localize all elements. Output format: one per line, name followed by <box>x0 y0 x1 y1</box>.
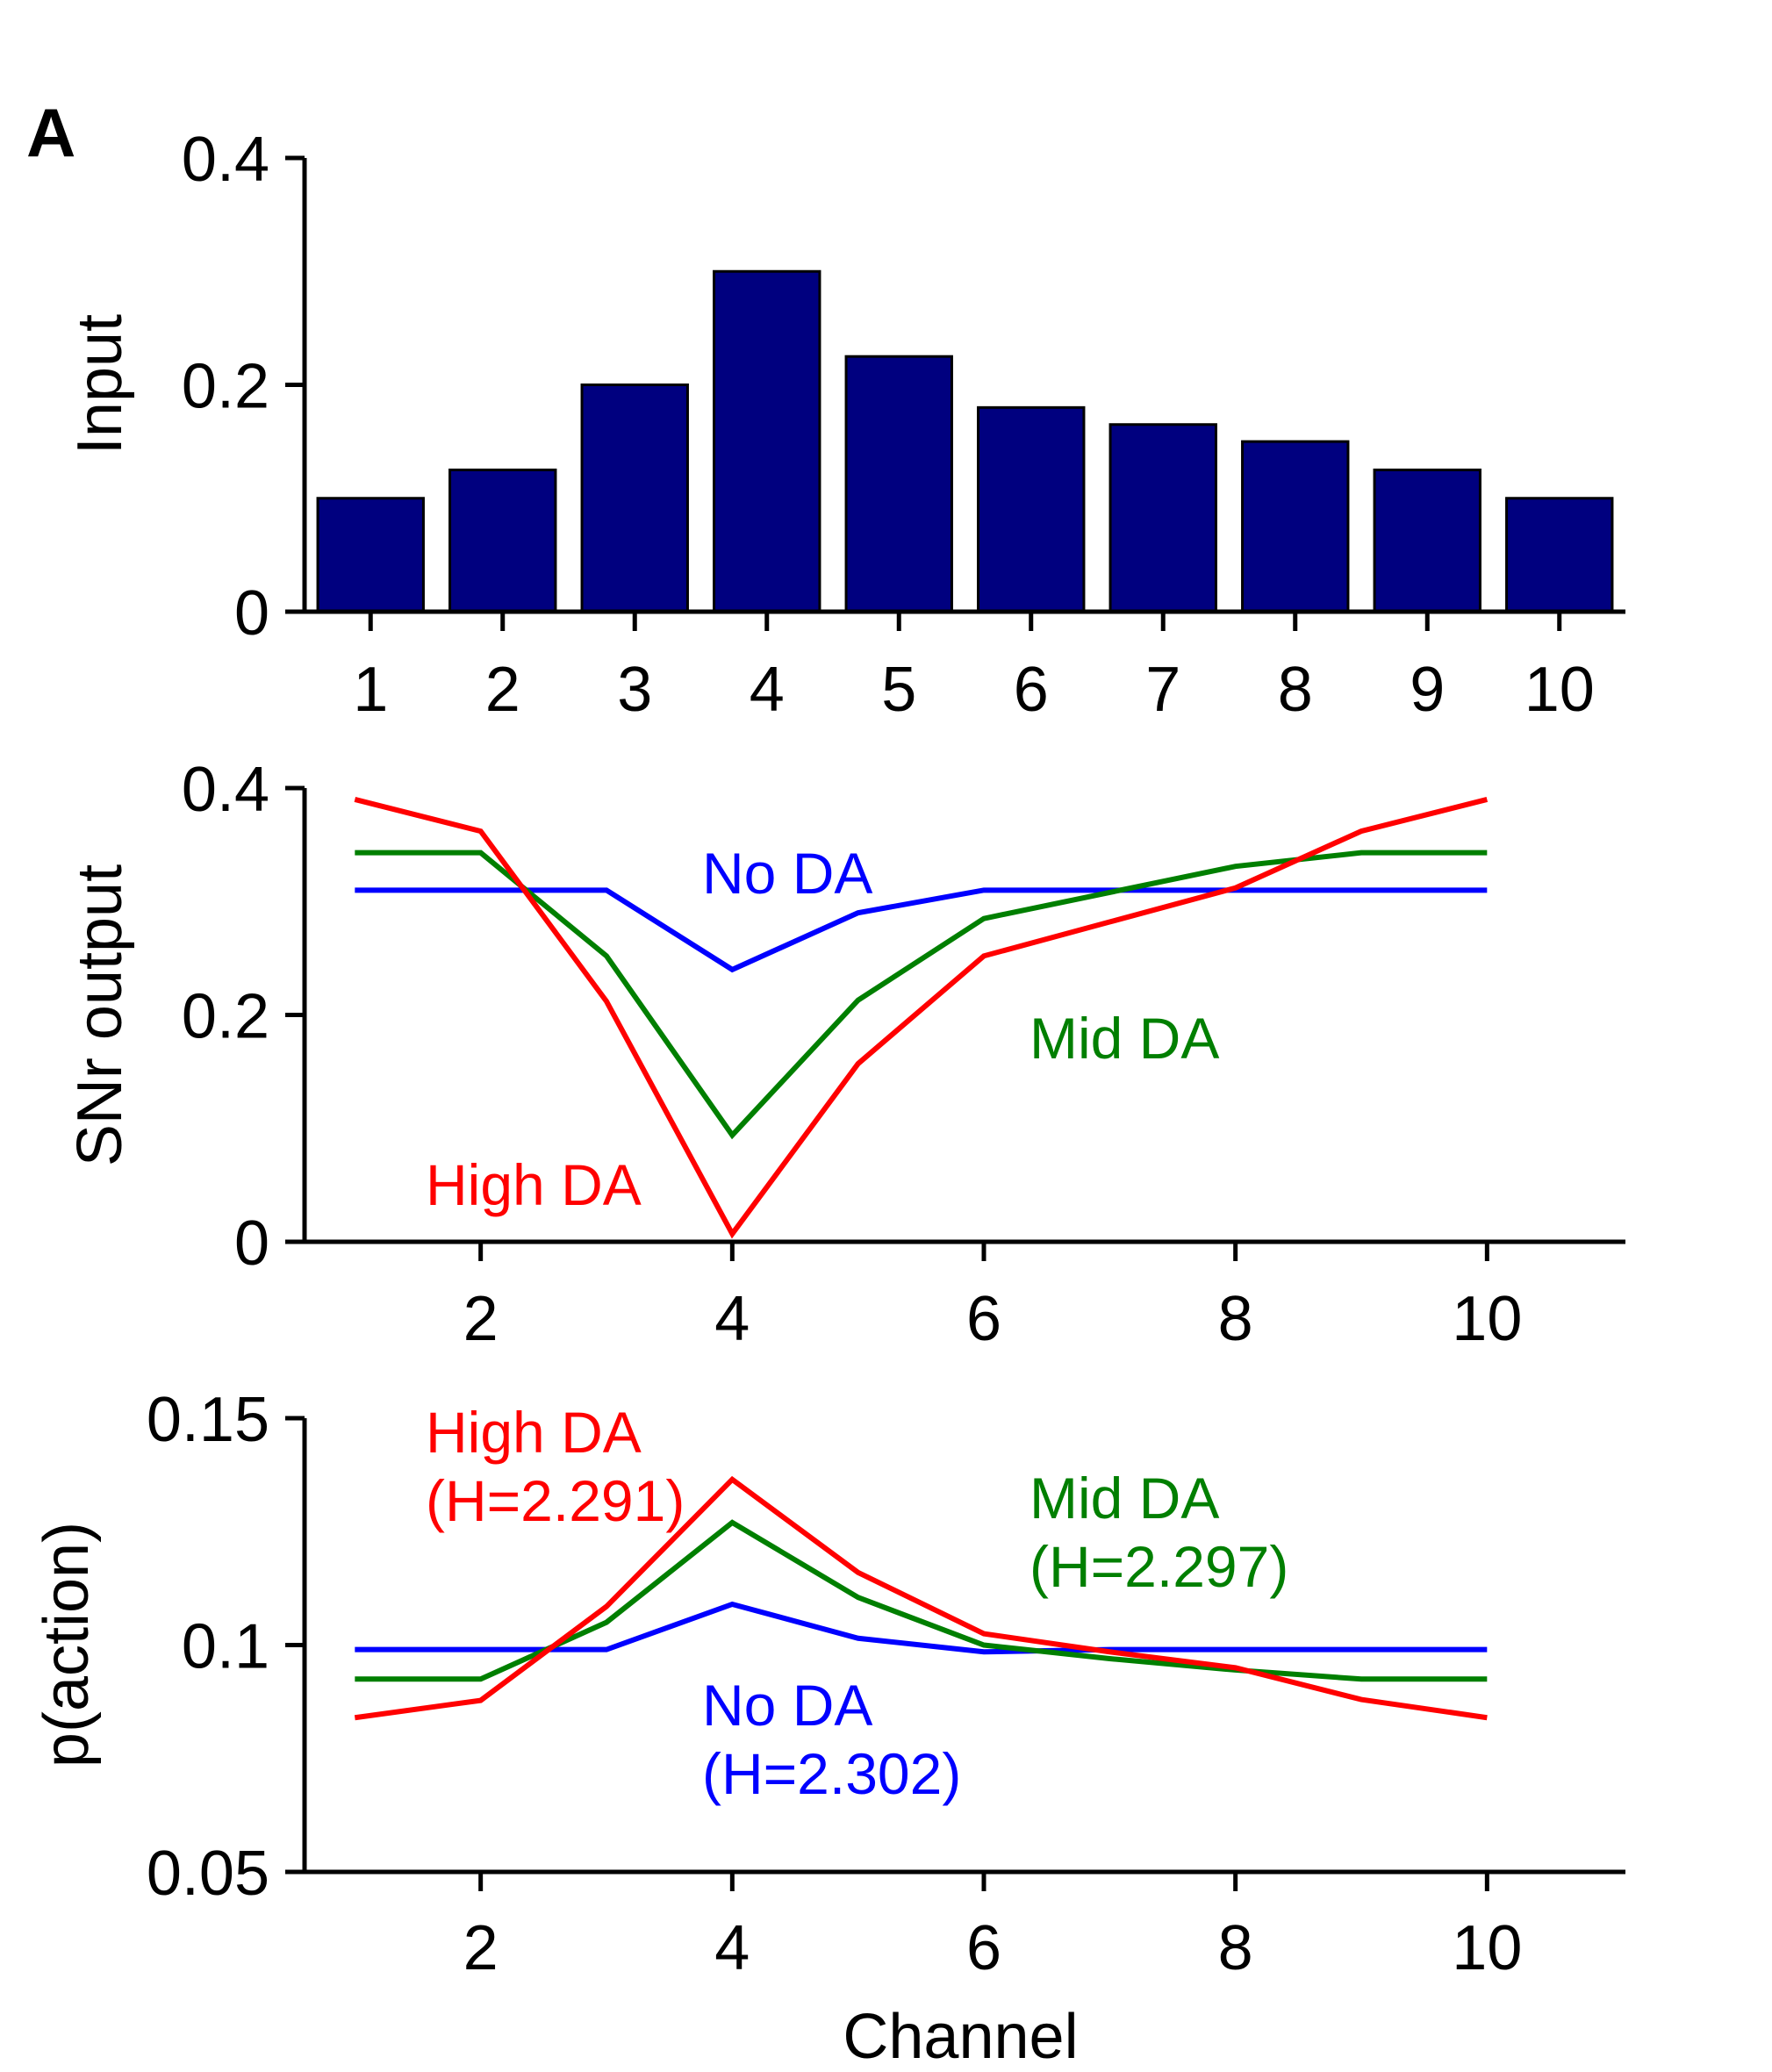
y-tick-label: 0.15 <box>147 1385 269 1455</box>
x-tick-label: 10 <box>1452 1284 1522 1354</box>
bar-10 <box>1505 497 1614 613</box>
x-tick-label: 6 <box>966 1913 1001 1983</box>
x-tick-label: 4 <box>750 655 785 725</box>
annotation-high-da: High DA <box>426 1152 642 1217</box>
bar-4 <box>713 269 821 613</box>
y-tick-label: 0 <box>234 1208 269 1279</box>
y-axis-title: Input <box>65 314 135 455</box>
annotation-mid-da: Mid DA (H=2.297) <box>1029 1466 1288 1599</box>
series-line-high-da <box>354 1475 1488 1721</box>
panel-label: A <box>26 94 75 171</box>
x-tick-label: 2 <box>463 1284 499 1354</box>
x-tick-label: 7 <box>1145 655 1180 725</box>
x-tick-label: 4 <box>714 1913 750 1983</box>
annotation-high-da: High DA (H=2.291) <box>426 1400 685 1533</box>
x-tick-label: 8 <box>1218 1913 1253 1983</box>
bar-3 <box>580 384 689 613</box>
x-tick-label: 3 <box>617 655 652 725</box>
x-tick-label: 6 <box>966 1284 1001 1354</box>
annotation-mid-da: Mid DA <box>1029 1006 1219 1071</box>
x-axis-title: Channel <box>843 2002 1078 2072</box>
bar-8 <box>1241 440 1350 613</box>
bar-1 <box>316 497 425 613</box>
y-axis-title: p(action) <box>32 1522 102 1767</box>
y-tick-label: 0.4 <box>182 755 269 825</box>
input-bar-panel: 0 0.2 0.4 1 2 3 4 5 6 7 8 9 10 Input <box>65 125 1625 725</box>
series-line-no-da <box>355 887 1488 973</box>
y-tick-label: 0.2 <box>182 982 269 1052</box>
series-line-no-da <box>355 1601 1488 1655</box>
bar-6 <box>977 405 1086 613</box>
y-axis-title: SNr output <box>65 864 135 1166</box>
y-tick-label: 0.4 <box>182 125 269 195</box>
x-tick-label: 10 <box>1452 1913 1522 1983</box>
bar-7 <box>1108 423 1217 613</box>
x-tick-label: 5 <box>881 655 916 725</box>
x-tick-label: 4 <box>714 1284 750 1354</box>
series-line-high-da <box>354 797 1489 1239</box>
x-tick-label: 6 <box>1014 655 1049 725</box>
bar-9 <box>1373 468 1481 613</box>
x-tick-label: 8 <box>1278 655 1313 725</box>
y-tick-label: 0.2 <box>182 352 269 422</box>
x-tick-label: 9 <box>1410 655 1445 725</box>
snr-output-panel: 0 0.2 0.4 2 4 6 8 10 SNr output No DA Mid DA High D… <box>65 755 1625 1354</box>
p-action-panel: 0.05 0.1 0.15 2 4 6 8 10 p(action) Channel High DA… <box>32 1385 1625 2072</box>
x-tick-label: 2 <box>485 655 520 725</box>
y-tick-label: 0 <box>234 578 269 649</box>
bar-5 <box>844 355 953 613</box>
y-tick-label: 0.05 <box>147 1839 269 1909</box>
bar-2 <box>448 468 557 613</box>
x-tick-label: 2 <box>463 1913 499 1983</box>
x-tick-label: 10 <box>1524 655 1595 725</box>
annotation-no-da: No DA (H=2.302) <box>702 1673 961 1806</box>
y-tick-label: 0.1 <box>182 1612 269 1682</box>
x-tick-label: 8 <box>1218 1284 1253 1354</box>
x-tick-label: 1 <box>353 655 388 725</box>
annotation-no-da: No DA <box>702 841 872 906</box>
